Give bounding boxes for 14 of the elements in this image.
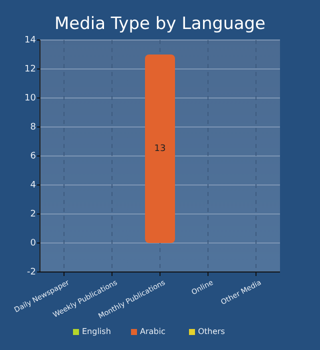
y-tick-label: 6 bbox=[30, 151, 36, 162]
legend-label: English bbox=[82, 327, 111, 336]
y-tick-label: 10 bbox=[24, 93, 36, 104]
y-tick-label: 8 bbox=[30, 122, 36, 132]
data-label: 13 bbox=[154, 144, 166, 154]
y-tick-label: 12 bbox=[24, 64, 36, 74]
chart-title: Media Type by Language bbox=[54, 14, 266, 34]
y-tick-label: 14 bbox=[24, 35, 36, 46]
y-tick-label: -2 bbox=[27, 267, 36, 278]
y-tick-label: 2 bbox=[30, 209, 36, 220]
y-tick-label: 0 bbox=[30, 238, 36, 248]
y-tick-label: 4 bbox=[30, 180, 36, 190]
legend-label: Arabic bbox=[140, 327, 166, 336]
legend-label: Others bbox=[198, 327, 225, 336]
